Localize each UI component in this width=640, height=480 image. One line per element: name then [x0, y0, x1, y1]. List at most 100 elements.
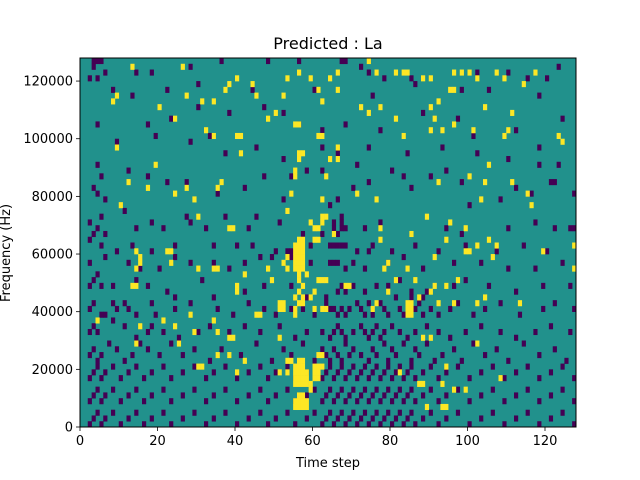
heatmap-cell-high	[343, 282, 348, 289]
heatmap-cell-low	[312, 357, 317, 364]
heatmap-cell-low	[421, 109, 426, 116]
heatmap-cell-low	[498, 196, 503, 203]
heatmap-cell-low	[440, 144, 445, 151]
heatmap-cell-high	[483, 294, 488, 301]
heatmap-cell-high	[95, 317, 100, 324]
heatmap-cell-high	[200, 98, 205, 105]
heatmap-cell-high	[455, 277, 461, 284]
heatmap-cell-low	[180, 415, 185, 422]
x-tick-label: 20	[149, 434, 166, 449]
heatmap-cell-low	[235, 375, 240, 382]
heatmap-cell-low	[397, 363, 402, 370]
heatmap-cell-high	[297, 259, 302, 266]
heatmap-cell-high	[405, 265, 410, 272]
heatmap-cell-low	[343, 121, 348, 128]
heatmap-cell-high	[235, 369, 240, 376]
heatmap-cell-high	[312, 375, 317, 382]
heatmap-cell-high	[215, 265, 220, 272]
heatmap-cell-high	[374, 69, 379, 76]
heatmap-cell-low	[545, 75, 550, 82]
heatmap-cell-low	[328, 386, 333, 393]
heatmap-cell-low	[227, 328, 232, 336]
heatmap-cell-high	[300, 357, 306, 364]
heatmap-cell-low	[413, 421, 418, 428]
heatmap-cell-high	[320, 305, 325, 312]
heatmap-cell-high	[227, 334, 232, 341]
heatmap-cell-low	[572, 421, 577, 428]
heatmap-cell-low	[134, 334, 139, 341]
heatmap-cell-high	[293, 248, 298, 255]
heatmap-cell-low	[401, 254, 406, 261]
heatmap-cell-low	[362, 265, 368, 272]
heatmap-cell-low	[533, 219, 538, 226]
heatmap-cell-low	[95, 386, 100, 393]
heatmap-cell-high	[308, 219, 313, 226]
heatmap-cell-low	[134, 69, 139, 76]
heatmap-cell-low	[514, 392, 519, 399]
heatmap-cell-low	[506, 225, 511, 232]
heatmap-cell-low	[91, 277, 96, 284]
heatmap-cell-high	[138, 254, 143, 261]
heatmap-cell-low	[548, 369, 554, 376]
heatmap-cell-high	[297, 236, 302, 243]
heatmap-cell-high	[452, 86, 457, 93]
heatmap-cell-high	[277, 305, 282, 312]
heatmap-cell-low	[564, 357, 569, 364]
heatmap-cell-low	[246, 415, 251, 422]
heatmap-cell-low	[328, 259, 333, 266]
heatmap-cell-low	[289, 352, 294, 359]
heatmap-cell-high	[405, 311, 410, 318]
heatmap-cell-low	[211, 369, 216, 376]
heatmap-cell-low	[475, 150, 480, 157]
heatmap-cell-low	[91, 58, 96, 65]
heatmap-cell-low	[91, 184, 96, 191]
heatmap-cell-high	[486, 236, 492, 243]
heatmap-cell-high	[300, 259, 306, 266]
heatmap-cell-low	[339, 409, 344, 416]
heatmap-cell-low	[196, 81, 201, 88]
heatmap-cell-high	[444, 236, 449, 243]
heatmap-cell-low	[95, 225, 100, 232]
heatmap-cell-low	[149, 219, 154, 226]
heatmap-cell-low	[328, 202, 333, 209]
heatmap-cell-high	[397, 369, 402, 376]
heatmap-cell-high	[235, 132, 240, 140]
heatmap-cell-high	[242, 271, 247, 278]
heatmap-cell-high	[463, 248, 468, 255]
heatmap-cell-high	[355, 190, 360, 197]
heatmap-cell-low	[382, 369, 387, 376]
heatmap-cell-low	[541, 305, 546, 312]
heatmap-cell-high	[134, 265, 139, 272]
heatmap-cell-low	[312, 386, 317, 393]
heatmap-cell-high	[285, 254, 290, 261]
heatmap-cell-low	[382, 328, 387, 336]
heatmap-cell-high	[297, 375, 302, 382]
heatmap-cell-low	[207, 132, 213, 140]
heatmap-cell-low	[95, 190, 100, 197]
heatmap-cell-low	[572, 190, 577, 197]
heatmap-cell-low	[204, 421, 209, 428]
heatmap-cell-low	[366, 421, 371, 428]
heatmap-cell-low	[293, 334, 298, 341]
heatmap-cell-low	[459, 86, 464, 93]
heatmap-cell-high	[114, 92, 120, 99]
heatmap-cell-high	[297, 403, 302, 411]
heatmap-cell-low	[192, 386, 197, 393]
heatmap-cell-low	[405, 415, 410, 422]
plot-frame	[79, 57, 577, 428]
heatmap-cell-low	[382, 340, 387, 347]
heatmap-cell-low	[95, 409, 100, 416]
heatmap-cell-high	[316, 132, 321, 140]
heatmap-cell-low	[320, 328, 325, 336]
heatmap-cell-low	[366, 300, 371, 307]
heatmap-cell-low	[169, 375, 174, 382]
heatmap-cell-high	[448, 86, 453, 93]
heatmap-cell-high	[370, 305, 375, 312]
heatmap-cell-low	[324, 294, 329, 301]
heatmap-cell-high	[521, 81, 526, 88]
heatmap-cell-high	[312, 225, 317, 232]
heatmap-cell-low	[242, 288, 247, 295]
heatmap-cell-high	[432, 115, 437, 122]
heatmap-cell-high	[297, 398, 302, 405]
heatmap-cell-high	[475, 300, 480, 307]
